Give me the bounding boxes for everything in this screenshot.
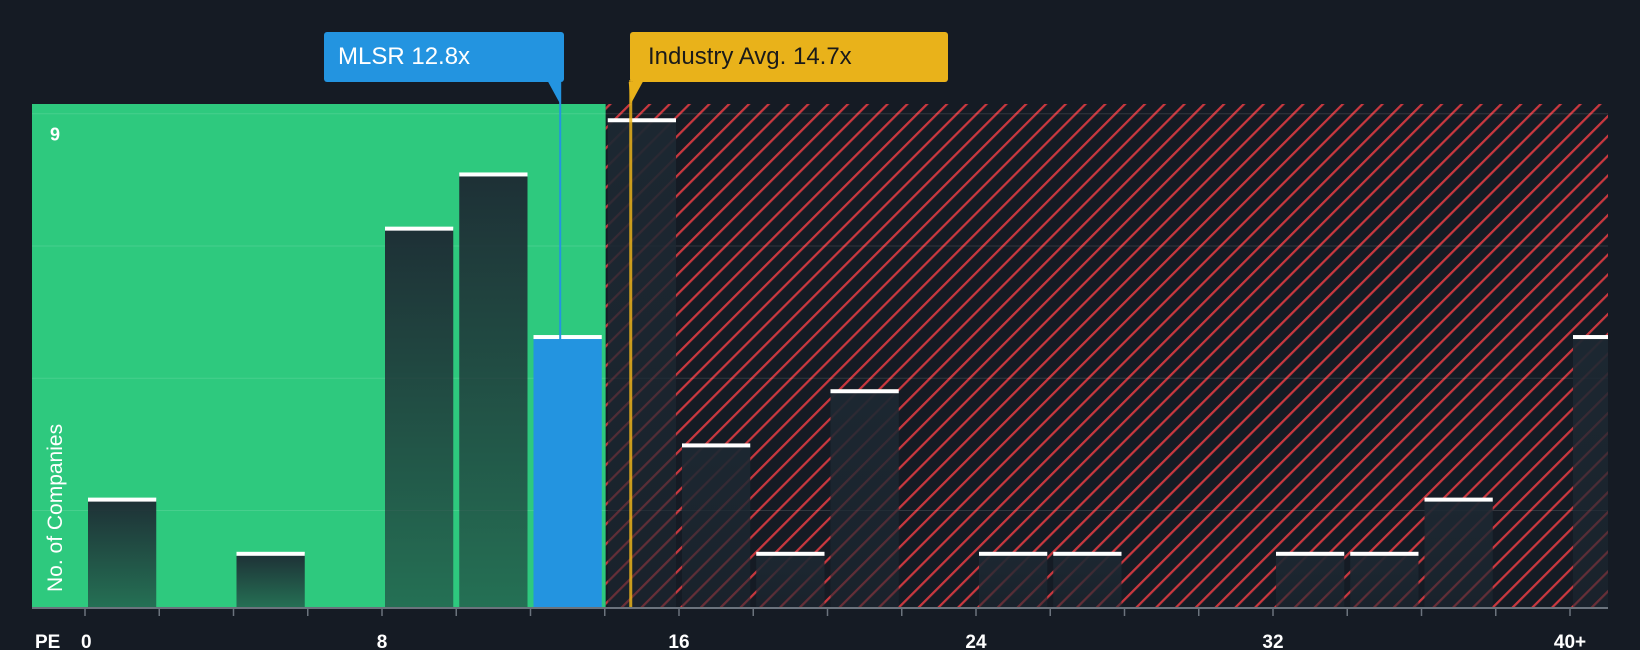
y-tick-label: 9 — [50, 124, 60, 144]
histogram-bar — [1053, 553, 1122, 608]
industry-callout-pointer — [628, 82, 643, 104]
histogram-bar — [830, 391, 899, 608]
histogram-bar — [385, 228, 454, 609]
bar-cap — [756, 551, 825, 556]
bar-cap — [1276, 551, 1345, 556]
bar-cap — [1053, 551, 1122, 556]
x-tick-label: 0 — [81, 632, 92, 650]
bar-cap — [385, 226, 454, 231]
histogram-bar — [607, 120, 676, 609]
x-tick-label: 32 — [1262, 632, 1283, 650]
histogram-bar — [756, 553, 825, 608]
bar-cap — [607, 118, 676, 123]
histogram-bar — [1424, 499, 1493, 608]
bar-cap — [459, 172, 528, 177]
x-tick-label: 24 — [965, 632, 987, 650]
histogram-bar — [979, 553, 1048, 608]
histogram-bar — [236, 553, 305, 608]
company-callout-pointer — [548, 82, 561, 104]
histogram-bar — [682, 445, 751, 608]
y-axis-label: No. of Companies — [44, 424, 67, 592]
histogram-bar — [1573, 337, 1608, 608]
bar-cap — [1573, 335, 1608, 340]
histogram-bar — [459, 174, 528, 609]
bar-cap — [533, 335, 602, 340]
histogram-bar — [1276, 553, 1345, 608]
bar-cap — [682, 443, 751, 448]
histogram-bar — [88, 499, 157, 608]
company-pe-callout: MLSR 12.8x — [324, 32, 564, 82]
x-tick-label: 8 — [377, 632, 388, 650]
bar-cap — [1424, 497, 1493, 502]
x-axis-label: PE — [35, 632, 60, 650]
bar-cap — [236, 551, 305, 556]
bar-cap — [88, 497, 157, 502]
bar-cap — [979, 551, 1048, 556]
company-bar — [533, 337, 602, 608]
x-tick-label: 40+ — [1554, 632, 1586, 650]
x-tick-label: 16 — [668, 632, 689, 650]
bar-cap — [830, 389, 899, 394]
bar-cap — [1350, 551, 1419, 556]
industry-avg-callout: Industry Avg. 14.7x — [630, 32, 948, 82]
histogram-bar — [1350, 553, 1419, 608]
